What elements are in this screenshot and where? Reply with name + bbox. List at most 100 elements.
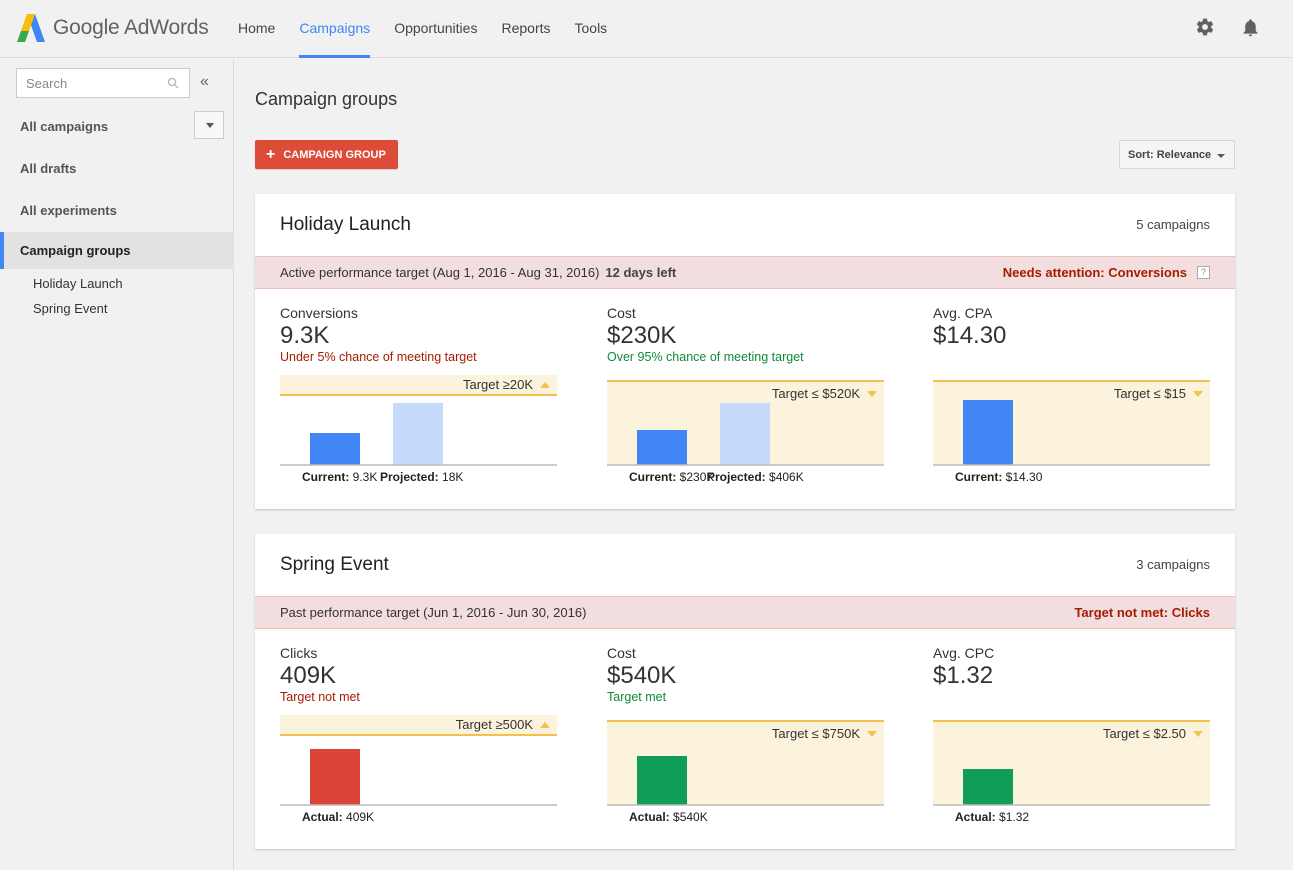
caret-down-icon <box>1193 391 1203 397</box>
campaign-group-card: Spring Event 3 campaigns Past performanc… <box>255 534 1235 849</box>
metric-avg-cpc: Avg. CPC $1.32 Target ≤ $2.50 Actual: $1.… <box>933 645 1210 835</box>
sidebar-subitem-holiday-launch[interactable]: Holiday Launch <box>33 276 123 291</box>
nav-reports[interactable]: Reports <box>501 20 551 36</box>
chart-svg: Target ≥500K Actual: 409K <box>280 715 557 824</box>
caret-down-icon <box>867 391 877 397</box>
collapse-sidebar-icon[interactable]: « <box>200 73 209 90</box>
bar-label: Actual: $1.32 <box>955 810 1029 824</box>
metric-chart: Target ≤ $2.50 Actual: $1.32 <box>933 715 1210 827</box>
metric-value: 9.3K <box>280 322 330 349</box>
chart-bar <box>637 430 687 465</box>
metric-cost: Cost $230K Over 95% chance of meeting ta… <box>607 305 884 495</box>
metric-label: Avg. CPA <box>933 305 993 321</box>
attention-status: Target not met: Clicks <box>1074 605 1210 620</box>
bar-label: Actual: 409K <box>302 810 374 824</box>
metric-value: $230K <box>607 322 677 349</box>
chart-svg: Target ≤ $750K Actual: $540K <box>607 720 884 824</box>
top-bar: Google AdWords Home Campaigns Opportunit… <box>0 0 1293 58</box>
sort-label: Sort: Relevance <box>1128 148 1212 161</box>
group-title[interactable]: Spring Event <box>280 554 389 575</box>
chevron-down-icon[interactable] <box>194 111 224 139</box>
search-input[interactable] <box>17 69 157 97</box>
attention-text: Target not met: Clicks <box>1074 605 1210 620</box>
campaign-count: 5 campaigns <box>1136 217 1210 232</box>
add-campaign-group-button[interactable]: + CAMPAIGN GROUP <box>255 140 398 169</box>
metric-value: 409K <box>280 662 337 689</box>
caret-down-icon <box>1193 731 1203 737</box>
sidebar-item-label: Campaign groups <box>20 243 131 258</box>
target-label: Target ≤ $750K <box>772 726 860 741</box>
metric-avg-cpa: Avg. CPA $14.30 Target ≤ $15 Current: $14… <box>933 305 1210 495</box>
attention-status: Needs attention: Conversions ? <box>1003 265 1210 280</box>
nav-tools[interactable]: Tools <box>574 20 608 36</box>
caret-up-icon <box>540 722 550 728</box>
chart-bar <box>963 400 1013 465</box>
adwords-logo-icon <box>17 14 45 42</box>
sidebar-item-campaign-groups[interactable]: Campaign groups <box>0 232 234 269</box>
search-box <box>16 68 190 98</box>
metric-status: Target not met <box>280 690 360 704</box>
target-period: Active performance target (Aug 1, 2016 -… <box>280 265 676 280</box>
chevron-down-icon <box>1217 154 1225 158</box>
metric-label: Cost <box>607 305 636 321</box>
metric-conversions: Conversions 9.3K Under 5% chance of meet… <box>280 305 557 495</box>
metric-status: Over 95% chance of meeting target <box>607 350 804 364</box>
bell-icon[interactable] <box>1240 17 1262 39</box>
chart-svg: Target ≤ $2.50 Actual: $1.32 <box>933 720 1210 824</box>
search-icon[interactable] <box>167 77 179 89</box>
sidebar-item-all-drafts[interactable]: All drafts <box>20 161 77 176</box>
bar-label: Projected: 18K <box>380 470 463 484</box>
metric-label: Avg. CPC <box>933 645 995 661</box>
metric-label: Cost <box>607 645 636 661</box>
attention-text: Needs attention: Conversions <box>1002 265 1187 280</box>
performance-target-band: Past performance target (Jun 1, 2016 - J… <box>255 596 1235 629</box>
target-label: Target ≤ $520K <box>772 386 860 401</box>
metric-cost: Cost $540K Target met Target ≤ $750K Actu… <box>607 645 884 835</box>
help-icon[interactable]: ? <box>1197 266 1210 279</box>
group-title[interactable]: Holiday Launch <box>280 214 411 235</box>
metric-clicks: Clicks 409K Target not met Target ≥500K A… <box>280 645 557 835</box>
bar-label: Projected: $406K <box>707 470 804 484</box>
caret-down-icon <box>867 731 877 737</box>
bar-label: Current: $14.30 <box>955 470 1043 484</box>
nav-opportunities[interactable]: Opportunities <box>394 20 478 36</box>
campaign-group-card: Holiday Launch 5 campaigns Active perfor… <box>255 194 1235 509</box>
metric-chart: Target ≥500K Actual: 409K <box>280 715 557 827</box>
chart-svg: Target ≥20K Current: 9.3K Projected: 18K <box>280 375 557 484</box>
main-nav: Home Campaigns Opportunities Reports Too… <box>238 0 631 58</box>
chart-bar <box>310 433 360 465</box>
page-title: Campaign groups <box>255 89 398 109</box>
target-label: Target ≥500K <box>456 717 534 732</box>
chart-bar <box>637 756 687 805</box>
target-label: Target ≤ $15 <box>1114 386 1186 401</box>
target-zone <box>280 715 557 735</box>
days-left: 12 days left <box>605 265 677 280</box>
performance-target-band: Active performance target (Aug 1, 2016 -… <box>255 256 1235 289</box>
add-button-label: CAMPAIGN GROUP <box>283 148 386 161</box>
bar-label: Actual: $540K <box>629 810 708 824</box>
nav-campaigns[interactable]: Campaigns <box>299 0 370 58</box>
metric-label: Conversions <box>280 305 358 321</box>
plus-icon: + <box>266 145 276 163</box>
logo-text: Google AdWords <box>53 16 209 39</box>
gear-icon[interactable] <box>1195 17 1217 39</box>
target-period-text: Past performance target (Jun 1, 2016 - J… <box>280 605 587 620</box>
chart-bar <box>310 749 360 805</box>
target-period: Past performance target (Jun 1, 2016 - J… <box>280 605 586 620</box>
chart-bar <box>963 769 1013 805</box>
metric-chart: Target ≥20K Current: 9.3K Projected: 18K <box>280 375 557 487</box>
metric-chart: Target ≤ $15 Current: $14.30 <box>933 375 1210 487</box>
metric-chart: Target ≤ $520K Current: $230K Projected: $… <box>607 375 884 487</box>
chart-svg: Target ≤ $15 Current: $14.30 <box>933 380 1210 484</box>
sidebar-item-all-experiments[interactable]: All experiments <box>20 203 117 218</box>
target-period-text: Active performance target (Aug 1, 2016 -… <box>280 265 600 280</box>
sidebar-subitem-spring-event[interactable]: Spring Event <box>33 301 108 316</box>
target-label: Target ≥20K <box>463 377 533 392</box>
sidebar-item-all-campaigns[interactable]: All campaigns <box>20 119 109 134</box>
adwords-logo[interactable]: Google AdWords <box>16 13 209 43</box>
sort-dropdown[interactable]: Sort: Relevance <box>1119 140 1235 169</box>
metric-status: Under 5% chance of meeting target <box>280 350 477 364</box>
chart-bar <box>393 403 443 465</box>
metric-value: $14.30 <box>933 322 1007 349</box>
nav-home[interactable]: Home <box>238 20 276 36</box>
